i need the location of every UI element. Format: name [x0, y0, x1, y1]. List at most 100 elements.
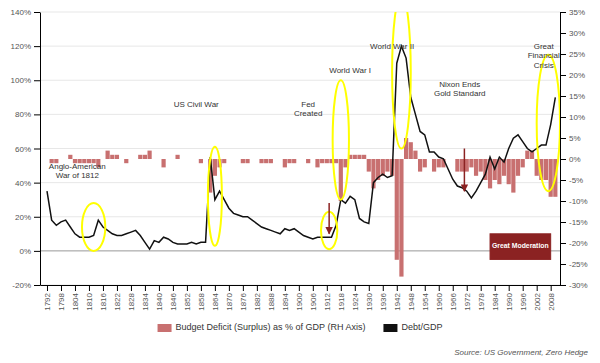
tick-label: 120% — [11, 42, 31, 51]
tick-label: 1906 — [309, 292, 318, 310]
tick-label: 1990 — [505, 292, 514, 310]
tick-mark — [397, 285, 398, 291]
tick: 1930 — [365, 285, 374, 311]
bar — [507, 159, 511, 184]
bar — [143, 155, 147, 159]
annotation: US Civil War — [174, 100, 219, 109]
axis-line — [40, 13, 41, 286]
bar — [423, 159, 427, 167]
tick-label: 30% — [569, 29, 585, 38]
bar — [250, 159, 254, 160]
bar — [516, 159, 520, 176]
tick: 1852 — [183, 285, 192, 311]
highlights — [82, 12, 560, 251]
bar — [273, 159, 277, 160]
annotation-line: World War II — [370, 42, 414, 51]
tick-label: 1798 — [57, 292, 66, 310]
tick-mark — [61, 285, 62, 291]
bar — [474, 159, 478, 176]
tick-label: 1996 — [519, 292, 528, 310]
bar — [357, 155, 361, 159]
tick-label: -15% — [569, 218, 588, 227]
tick-mark — [425, 285, 426, 291]
tick-label: 2002 — [533, 292, 542, 310]
tick: 1972 — [463, 285, 472, 311]
tick-mark — [481, 285, 482, 291]
legend-swatch — [158, 324, 172, 332]
tick: 35% — [560, 8, 585, 17]
tick: 60% — [15, 145, 40, 154]
tick-mark — [47, 285, 48, 291]
tick-label: -30% — [569, 281, 588, 290]
tick-label: 140% — [11, 8, 31, 17]
bar — [180, 159, 184, 160]
annotation: Nixon EndsGold Standard — [434, 80, 486, 98]
tick-label: -25% — [569, 260, 588, 269]
bar — [110, 155, 114, 159]
tick: 140% — [11, 8, 40, 17]
grid-line — [40, 80, 560, 81]
tick-mark — [271, 285, 272, 291]
tick-mark — [509, 285, 510, 291]
annotation-line: Anglo-American — [49, 162, 106, 171]
tick: 120% — [11, 42, 40, 51]
tick: 30% — [560, 29, 585, 38]
x-axis: 1792179818041810181618221828183418401846… — [41, 285, 561, 311]
tick-label: -20% — [569, 239, 588, 248]
tick-label: 2008 — [547, 292, 556, 310]
tick-mark — [313, 285, 314, 291]
bar — [134, 159, 138, 160]
line — [47, 46, 555, 249]
bar — [166, 159, 170, 160]
tick-mark — [299, 285, 300, 291]
tick-label: 1972 — [463, 292, 472, 310]
tick-label: 1822 — [113, 292, 122, 310]
tick-mark — [75, 285, 76, 291]
tick-mark — [560, 285, 566, 286]
bar — [129, 159, 133, 160]
tick-label: 1888 — [267, 292, 276, 310]
tick-mark — [229, 285, 230, 291]
tick-mark — [34, 12, 40, 13]
tick-label: 1846 — [169, 292, 178, 310]
bar-series — [50, 138, 558, 277]
legend-label: Budget Deficit (Surplus) as % of GDP (RH… — [176, 322, 366, 332]
tick-mark — [145, 285, 146, 291]
tick-label: 20% — [15, 213, 31, 222]
tick-mark — [257, 285, 258, 291]
annotation-line: Fed — [301, 100, 315, 109]
bar — [437, 159, 441, 167]
bar — [306, 159, 310, 163]
bar — [409, 142, 413, 159]
source: Source: US Government, Zero Hedge — [454, 348, 588, 357]
grid-line — [40, 182, 560, 183]
bar — [152, 159, 156, 160]
tick: 1918 — [337, 285, 346, 311]
bar — [469, 159, 473, 167]
bar — [320, 159, 324, 163]
tick-label: 0% — [569, 155, 581, 164]
tick-label: 1870 — [225, 292, 234, 310]
tick: 1810 — [85, 285, 94, 311]
tick-label: 10% — [569, 113, 585, 122]
bar — [241, 159, 245, 163]
annotation-line: Created — [294, 109, 322, 118]
bar — [479, 159, 483, 172]
bar — [161, 159, 165, 167]
bar — [339, 159, 343, 201]
bar — [227, 159, 231, 160]
tick-mark — [560, 264, 566, 265]
legend: Budget Deficit (Surplus) as % of GDP (RH… — [158, 322, 443, 332]
bar — [64, 159, 68, 160]
tick: 40% — [15, 179, 40, 188]
tick-label: 1942 — [393, 292, 402, 310]
tick: 1798 — [57, 285, 66, 311]
bar — [245, 159, 249, 163]
bar — [231, 159, 235, 160]
tick-mark — [187, 285, 188, 291]
highlight-ellipse — [333, 80, 349, 199]
bar — [255, 159, 259, 160]
bar — [297, 159, 301, 160]
bar — [45, 159, 49, 160]
tick: 1882 — [253, 285, 262, 311]
